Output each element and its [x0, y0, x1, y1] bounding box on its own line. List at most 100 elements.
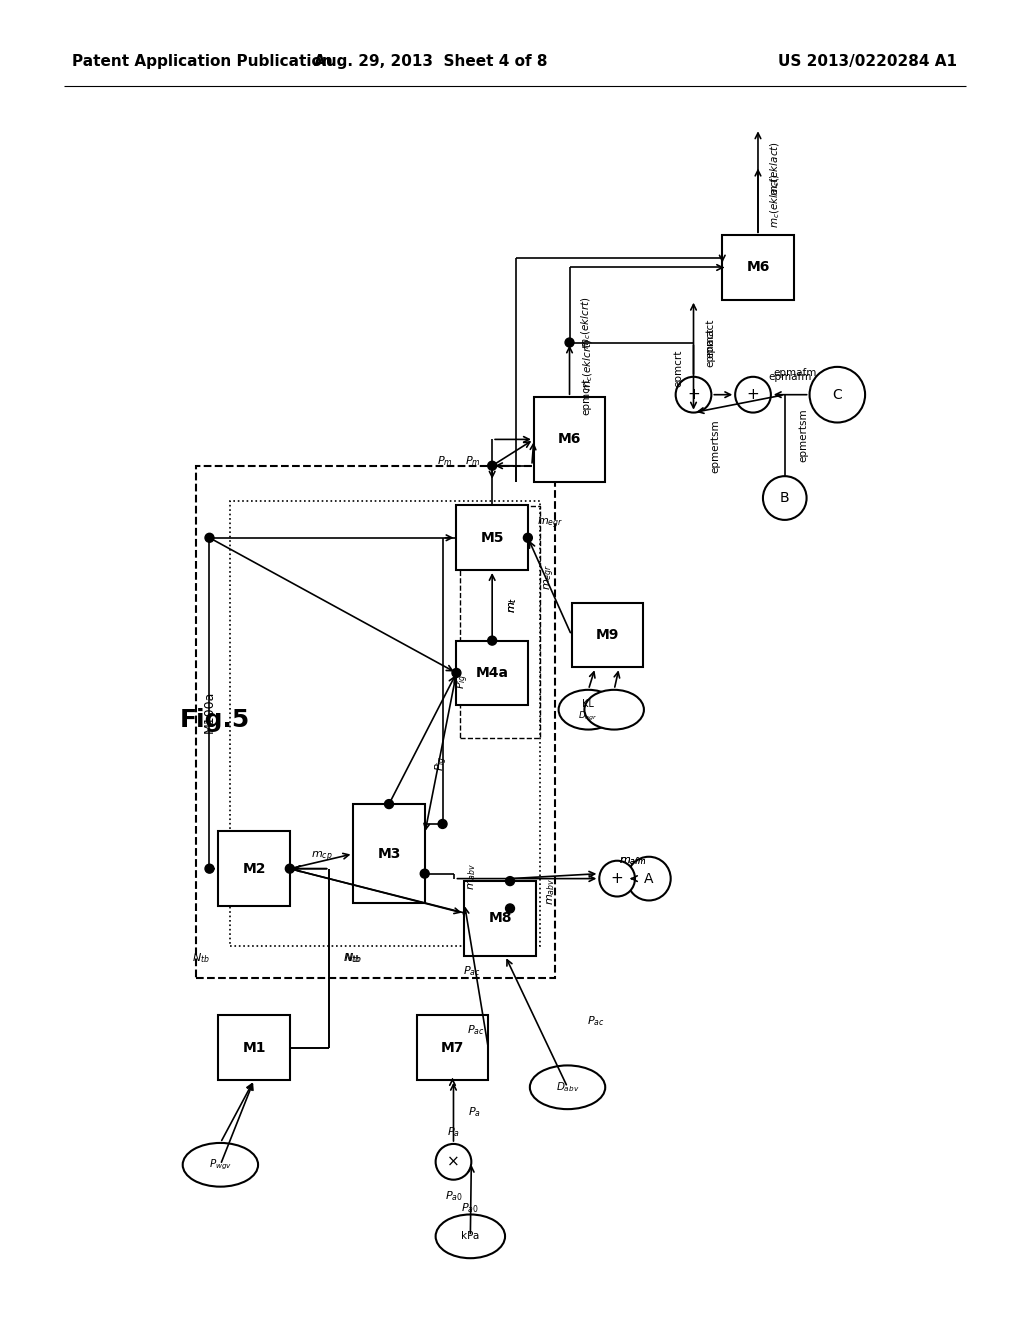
Text: $m_{egr}$: $m_{egr}$ — [537, 516, 563, 531]
Circle shape — [763, 477, 807, 520]
Text: ×: × — [447, 1154, 460, 1170]
Text: Fig.5: Fig.5 — [179, 708, 250, 731]
Text: $N_{tb}$: $N_{tb}$ — [191, 952, 210, 965]
Circle shape — [506, 876, 514, 886]
Text: $m_{afm}$: $m_{afm}$ — [620, 855, 647, 867]
Text: $P_{ac}$: $P_{ac}$ — [588, 1015, 605, 1028]
Text: $m_{afm}$: $m_{afm}$ — [620, 855, 647, 867]
Text: US 2013/0220284 A1: US 2013/0220284 A1 — [777, 54, 956, 70]
Text: $m_{egr}$: $m_{egr}$ — [543, 564, 557, 590]
Text: $P_{ig}$: $P_{ig}$ — [455, 673, 471, 689]
Text: $N_{tb}$: $N_{tb}$ — [344, 952, 362, 965]
Circle shape — [438, 820, 447, 829]
Text: +: + — [610, 871, 624, 886]
Text: Aug. 29, 2013  Sheet 4 of 8: Aug. 29, 2013 Sheet 4 of 8 — [314, 54, 548, 70]
Text: $m_{cp}$: $m_{cp}$ — [310, 850, 333, 865]
Text: $D_{egr}$: $D_{egr}$ — [579, 710, 598, 723]
Text: $m_{abv}$: $m_{abv}$ — [545, 878, 556, 904]
Text: $P_a$: $P_a$ — [447, 1125, 460, 1139]
Text: $m_c(eklact)$: $m_c(eklact)$ — [768, 141, 781, 195]
Text: $P_{ac}$: $P_{ac}$ — [463, 964, 480, 978]
Circle shape — [735, 376, 771, 413]
Ellipse shape — [585, 690, 644, 730]
Circle shape — [599, 861, 635, 896]
Text: $P_{wgv}$: $P_{wgv}$ — [209, 1158, 232, 1172]
Text: $P_{ig}$: $P_{ig}$ — [433, 755, 450, 771]
Text: M1: M1 — [243, 1040, 266, 1055]
Bar — [196, 466, 555, 978]
Bar — [571, 603, 643, 668]
Ellipse shape — [559, 690, 618, 730]
Text: $m_{abv}$: $m_{abv}$ — [466, 862, 478, 890]
Text: A: A — [644, 871, 653, 886]
Circle shape — [676, 376, 712, 413]
Text: M3: M3 — [377, 846, 400, 861]
Text: M6: M6 — [558, 433, 582, 446]
Text: KL: KL — [583, 698, 594, 709]
Bar — [534, 397, 605, 482]
Bar — [218, 832, 290, 906]
Text: $P_{a0}$: $P_{a0}$ — [462, 1201, 479, 1216]
Circle shape — [523, 533, 532, 543]
Circle shape — [205, 533, 214, 543]
Text: $m_c(eklact)$: $m_c(eklact)$ — [768, 173, 781, 228]
Text: C: C — [833, 388, 842, 401]
Circle shape — [385, 800, 393, 809]
Text: +: + — [687, 387, 699, 403]
Ellipse shape — [529, 1065, 605, 1109]
Text: epmcrt: epmcrt — [582, 378, 592, 414]
Text: $m_t$: $m_t$ — [507, 597, 519, 614]
Text: $D_{abv}$: $D_{abv}$ — [556, 1080, 580, 1094]
Ellipse shape — [435, 1214, 505, 1258]
Circle shape — [487, 461, 497, 470]
Circle shape — [487, 636, 497, 645]
Bar — [457, 640, 527, 705]
Bar — [722, 235, 794, 300]
Circle shape — [565, 338, 574, 347]
Bar — [457, 506, 527, 570]
Text: M8: M8 — [488, 911, 512, 925]
Text: M4a: M4a — [476, 665, 509, 680]
Text: $P_m$: $P_m$ — [465, 454, 480, 467]
Text: epmertsm: epmertsm — [711, 420, 720, 473]
Text: M5: M5 — [480, 531, 504, 545]
Text: $P_{a0}$: $P_{a0}$ — [444, 1189, 463, 1204]
Text: epmafm: epmafm — [769, 372, 812, 381]
Circle shape — [627, 857, 671, 900]
Circle shape — [810, 367, 865, 422]
Circle shape — [506, 904, 514, 913]
Bar — [218, 1015, 290, 1080]
Text: epmafm: epmafm — [773, 368, 817, 378]
Bar — [461, 506, 540, 738]
Circle shape — [452, 668, 461, 677]
Text: kPa: kPa — [461, 1232, 479, 1241]
Text: B: B — [780, 491, 790, 506]
Text: $P_m$: $P_m$ — [437, 454, 453, 467]
Text: M100a: M100a — [203, 690, 216, 734]
Circle shape — [435, 1144, 471, 1180]
Text: M2: M2 — [243, 862, 266, 875]
Text: $P_{ac}$: $P_{ac}$ — [468, 1023, 485, 1036]
Text: $m_t$: $m_t$ — [507, 597, 519, 614]
Circle shape — [286, 865, 294, 873]
Circle shape — [205, 865, 214, 873]
Text: $P_a$: $P_a$ — [468, 1105, 481, 1119]
Text: Patent Application Publication: Patent Application Publication — [72, 54, 333, 70]
Text: epmertsm: epmertsm — [799, 409, 809, 462]
Text: $m_c(eklcrt)$: $m_c(eklcrt)$ — [582, 338, 595, 391]
Circle shape — [420, 869, 429, 878]
Text: epmcrt: epmcrt — [674, 350, 684, 387]
Text: $m_c(eklcrt)$: $m_c(eklcrt)$ — [580, 296, 593, 348]
Text: epmact: epmact — [706, 327, 716, 367]
Bar — [417, 1015, 488, 1080]
Text: M9: M9 — [596, 628, 618, 642]
Ellipse shape — [182, 1143, 258, 1187]
Bar — [353, 804, 425, 903]
Text: epmact: epmact — [706, 318, 716, 358]
Text: +: + — [746, 387, 760, 403]
Text: M7: M7 — [440, 1040, 464, 1055]
Bar — [465, 880, 536, 956]
Text: M6: M6 — [746, 260, 770, 275]
Text: $N_{tb}$: $N_{tb}$ — [343, 952, 361, 965]
Bar — [230, 502, 540, 946]
